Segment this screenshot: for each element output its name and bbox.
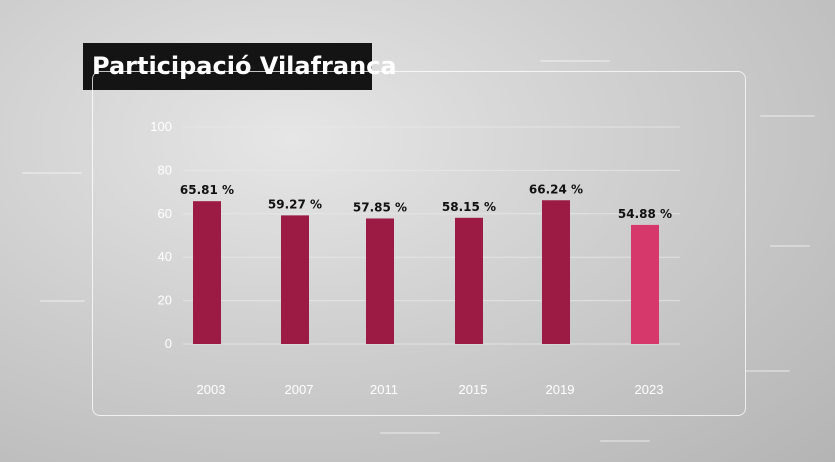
y-tick-label: 100 [150, 119, 172, 134]
bar [193, 201, 221, 344]
data-label: 54.88 % [618, 207, 672, 221]
data-label: 65.81 % [180, 183, 234, 197]
bar [281, 215, 309, 344]
bar [631, 224, 659, 344]
data-label: 57.85 % [353, 200, 407, 214]
x-tick-label: 2019 [546, 382, 575, 397]
x-tick-label: 2011 [370, 382, 398, 397]
bar [366, 218, 394, 344]
chart-panel [92, 71, 746, 416]
y-tick-label: 20 [158, 293, 172, 308]
x-tick-label: 2023 [635, 382, 664, 397]
x-tick-label: 2007 [285, 382, 314, 397]
data-label: 66.24 % [529, 182, 583, 196]
y-tick-label: 60 [158, 206, 172, 221]
data-label: 59.27 % [268, 197, 322, 211]
bar [542, 200, 570, 344]
y-tick-label: 0 [165, 336, 172, 351]
y-tick-label: 40 [158, 249, 172, 264]
bar [455, 217, 483, 344]
chart-title: Participació Vilafranca [83, 43, 397, 90]
x-tick-label: 2015 [459, 382, 488, 397]
y-tick-label: 80 [158, 162, 172, 177]
x-tick-label: 2003 [197, 382, 226, 397]
data-label: 58.15 % [442, 200, 496, 214]
